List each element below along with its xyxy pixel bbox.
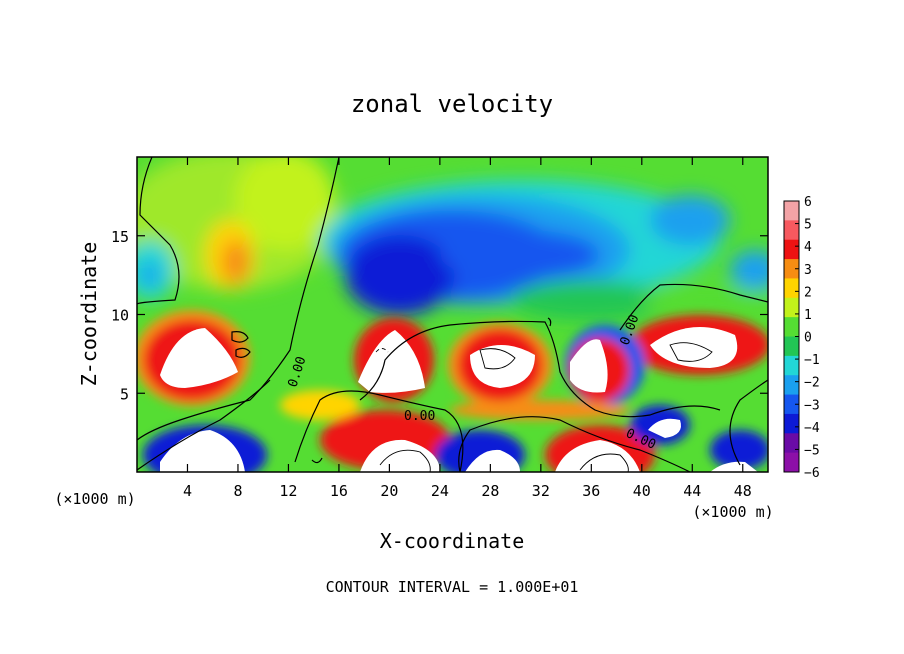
colorbar-swatch [784, 452, 799, 473]
colorbar-label: −3 [804, 398, 820, 413]
colorbar-label: 3 [804, 263, 812, 278]
y-units-label: (×1000 m) [692, 503, 773, 521]
x-tick-label: 28 [481, 482, 499, 500]
colorbar-swatch [784, 220, 799, 241]
x-tick-label: 40 [633, 482, 651, 500]
colorbar-swatch [784, 413, 799, 434]
colorbar-label: 6 [804, 195, 812, 210]
y-axis: 5 10 15 [111, 228, 768, 403]
contour-label: 0.00 [404, 409, 435, 424]
colorbar-swatch [784, 297, 799, 318]
colorbar-swatch [784, 433, 799, 454]
colorbar-swatch [784, 394, 799, 415]
x-tick-label: 44 [683, 482, 701, 500]
colorbar-label: 5 [804, 218, 812, 233]
x-tick-label: 32 [532, 482, 550, 500]
y-tick-label: 15 [111, 228, 129, 246]
y-axis-title: Z-coordinate [77, 242, 101, 387]
colorbar-swatch [784, 375, 799, 396]
x-axis: 4 8 12 16 20 24 28 32 36 40 44 48 [183, 157, 752, 500]
colorbar-label: −2 [804, 376, 820, 391]
x-axis-title: X-coordinate [380, 529, 525, 553]
x-tick-label: 12 [279, 482, 297, 500]
colorbar-label: −5 [804, 443, 820, 458]
colorbar-swatch [784, 239, 799, 260]
contour-lines [137, 157, 768, 472]
heatmap-field [137, 157, 768, 472]
x-tick-label: 48 [734, 482, 752, 500]
colorbar-swatch [784, 355, 799, 376]
colorbar-swatch [784, 278, 799, 299]
x-tick-label: 16 [330, 482, 348, 500]
colorbar-swatch [784, 317, 799, 337]
x-tick-label: 24 [431, 482, 449, 500]
colorbar-label: 0 [804, 331, 812, 346]
chart-title: zonal velocity [351, 90, 553, 118]
contour-interval-note: CONTOUR INTERVAL = 1.000E+01 [326, 578, 579, 596]
colorbar-label: −6 [804, 466, 820, 481]
x-tick-label: 8 [233, 482, 242, 500]
x-tick-label: 20 [380, 482, 398, 500]
x-units-label: (×1000 m) [54, 490, 135, 508]
y-tick-label: 5 [120, 385, 129, 403]
saturated-cores [160, 327, 758, 472]
colorbar-swatch [784, 259, 799, 279]
colorbar-label: 4 [804, 240, 812, 255]
colorbar-label: −1 [804, 353, 820, 368]
colorbar-swatch [784, 201, 799, 221]
colorbar: 6 5 4 3 2 1 0 −1 −2 −3 −4 −5 −6 [783, 195, 820, 481]
colorbar-label: 2 [804, 285, 812, 300]
y-tick-label: 10 [111, 307, 129, 325]
colorbar-swatch [784, 336, 799, 357]
colorbar-label: 1 [804, 308, 812, 323]
x-tick-label: 4 [183, 482, 192, 500]
colorbar-label: −4 [804, 421, 820, 436]
x-tick-label: 36 [582, 482, 600, 500]
